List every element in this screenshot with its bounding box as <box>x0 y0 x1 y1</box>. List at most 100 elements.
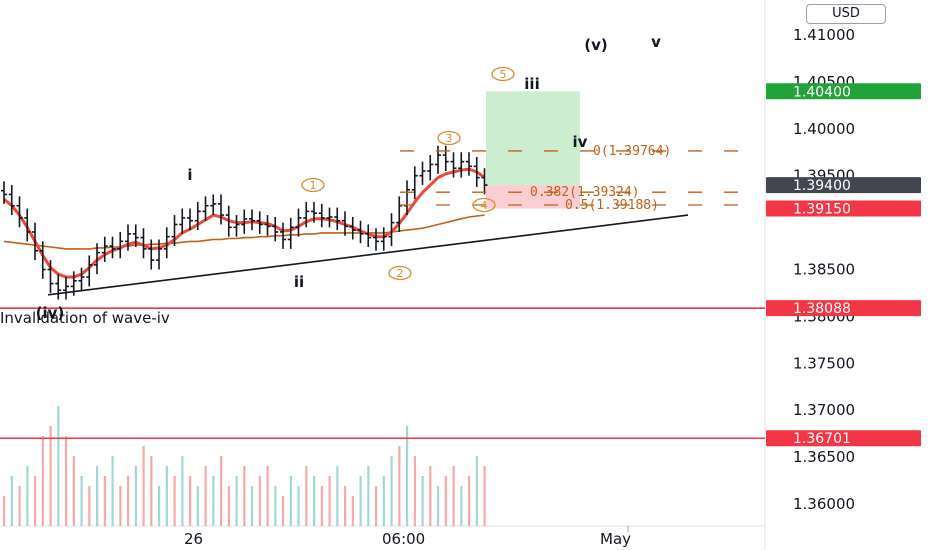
profit-zone <box>486 91 580 186</box>
volume-bar <box>359 476 362 526</box>
currency-selector[interactable]: USD <box>806 4 886 24</box>
volume-bar <box>437 486 440 526</box>
volume-bar <box>103 476 106 526</box>
volume-bar <box>88 486 91 526</box>
volume-bar <box>34 476 37 526</box>
volume-bar <box>289 476 292 526</box>
volume-bar <box>320 486 323 526</box>
volume-bar <box>390 456 393 526</box>
candle <box>342 211 348 236</box>
trendline-layer <box>47 214 689 296</box>
volume-bar <box>475 456 478 526</box>
volume-bar <box>282 496 285 526</box>
candle <box>442 145 449 172</box>
volume-bar <box>80 476 83 526</box>
candle <box>86 255 93 287</box>
volume-bar <box>220 456 223 526</box>
price-badge-text: 1.40400 <box>793 84 851 100</box>
volume-bar <box>165 466 168 526</box>
volume-bar <box>41 436 44 526</box>
volume-bar <box>313 476 316 526</box>
candle <box>233 215 240 237</box>
volume-bar <box>111 456 114 526</box>
wave-label: iii <box>524 75 539 93</box>
volume-bar <box>158 486 161 526</box>
candle <box>140 228 147 259</box>
volume-bar <box>452 466 455 526</box>
candle <box>156 239 162 270</box>
candle <box>380 227 387 251</box>
candle <box>94 243 100 275</box>
price-tick-label: 1.38500 <box>793 261 855 279</box>
volume-bar <box>72 456 75 526</box>
candle <box>8 185 15 216</box>
candle <box>24 208 31 242</box>
candle <box>16 196 23 228</box>
volume-bar <box>468 476 471 526</box>
candle <box>318 203 325 228</box>
time-tick-label: May <box>600 530 631 548</box>
volume-bar <box>413 456 416 526</box>
candle <box>272 216 279 242</box>
volume-bar <box>460 486 463 526</box>
candle <box>349 216 356 240</box>
slow-moving-average-line <box>3 214 485 250</box>
price-badge: 1.38088 <box>766 300 921 317</box>
circled-wave-label: 4 <box>472 197 496 213</box>
fib-label-1: 0.382(1.39324) <box>530 185 640 200</box>
volume-bar <box>243 466 246 526</box>
price-badge: 1.40400 <box>766 83 921 100</box>
candle <box>450 152 457 178</box>
volume-bar <box>227 486 230 526</box>
wave-label: i <box>187 166 192 184</box>
volume-bar <box>367 466 370 526</box>
volume-bar <box>134 466 137 526</box>
candle <box>458 152 465 178</box>
wave-label: iv <box>573 133 588 151</box>
candle <box>171 215 178 247</box>
price-tick-label: 1.37000 <box>793 401 855 419</box>
circled-label-text: 1 <box>310 179 317 192</box>
candle <box>163 227 170 259</box>
candle <box>249 209 255 231</box>
candle <box>117 231 124 259</box>
candle <box>419 161 426 186</box>
circled-wave-label: 3 <box>437 130 461 146</box>
fib-levels-layer: 0(1.39764) 0.382(1.39324)0.5(1.39188) <box>400 144 755 213</box>
price-badge: 1.39400 <box>766 177 921 194</box>
price-badge-text: 1.39400 <box>793 178 851 194</box>
volume-bar <box>251 486 254 526</box>
time-tick-label: 06:00 <box>382 530 425 548</box>
candle <box>295 208 302 237</box>
volume-bar <box>235 476 238 526</box>
candle <box>148 239 155 270</box>
volume-bar <box>65 436 68 526</box>
price-tick-label: 1.40000 <box>793 120 855 138</box>
chart-background-layer <box>0 0 766 550</box>
volume-bar <box>189 476 192 526</box>
volume-bar <box>181 456 184 526</box>
invalidation-note: Invalidation of wave-iv <box>0 309 170 327</box>
candle <box>311 201 317 223</box>
candle <box>427 155 434 181</box>
price-tick-label: 1.36000 <box>793 495 855 513</box>
volume-bar <box>344 486 347 526</box>
volume-bar <box>10 476 13 526</box>
volume-bar <box>49 426 52 526</box>
volume-bar <box>429 466 432 526</box>
candle <box>210 194 217 216</box>
candle <box>264 215 271 236</box>
circle-outline <box>472 197 496 213</box>
candle <box>55 274 62 300</box>
time-tick-label: 26 <box>184 530 203 548</box>
candle <box>101 236 108 262</box>
candle <box>466 152 472 176</box>
candle <box>241 209 248 234</box>
candle <box>187 208 193 231</box>
fib-label-2: 0.5(1.39188) <box>565 198 659 213</box>
candle <box>435 145 441 174</box>
circled-label-text: 2 <box>397 267 404 280</box>
candle <box>179 208 186 234</box>
